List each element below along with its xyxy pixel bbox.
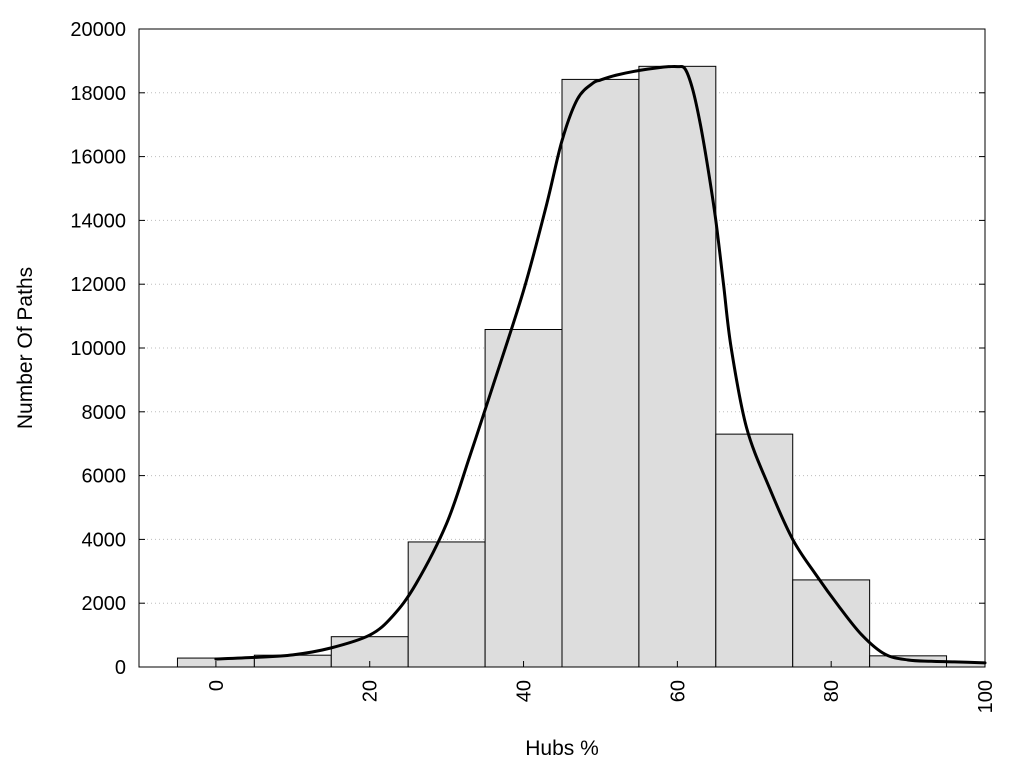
histogram-bar xyxy=(561,78,640,668)
y-tick-label: 10000 xyxy=(70,338,126,360)
x-tick-label: 20 xyxy=(360,680,382,702)
y-tick-label: 18000 xyxy=(70,83,126,105)
density-curve-layer xyxy=(214,64,987,665)
y-tick-label: 2000 xyxy=(82,593,127,615)
histogram-bar xyxy=(407,541,486,668)
y-tick-label: 12000 xyxy=(70,274,126,296)
x-tick-label: 100 xyxy=(975,680,997,713)
y-tick-label: 14000 xyxy=(70,210,126,232)
x-tick-label: 60 xyxy=(667,680,689,702)
y-axis-ticks: 0 2000 4000 6000 8000 10000 12000 14000 16000 180… xyxy=(70,19,985,679)
histogram-bar xyxy=(638,65,717,668)
y-axis-title: Number Of Paths xyxy=(14,267,37,429)
y-tick-label: 0 xyxy=(115,657,126,679)
y-tick-label: 8000 xyxy=(82,402,127,424)
x-axis-ticks: 0 20 40 60 80 100 xyxy=(206,661,997,713)
x-tick-label: 0 xyxy=(206,680,228,691)
x-axis-title: Hubs % xyxy=(525,737,599,760)
y-tick-label: 20000 xyxy=(70,19,126,41)
histogram-bar xyxy=(715,433,794,668)
histogram-bar xyxy=(792,579,871,668)
y-tick-label: 4000 xyxy=(82,529,127,551)
histogram-bars xyxy=(176,65,986,668)
y-tick-label: 16000 xyxy=(70,147,126,169)
x-tick-label: 80 xyxy=(821,680,843,702)
density-curve xyxy=(214,64,987,665)
histogram-bar xyxy=(484,328,563,668)
grid-lines xyxy=(139,92,985,604)
y-tick-label: 6000 xyxy=(82,466,127,488)
x-tick-label: 40 xyxy=(514,680,536,702)
